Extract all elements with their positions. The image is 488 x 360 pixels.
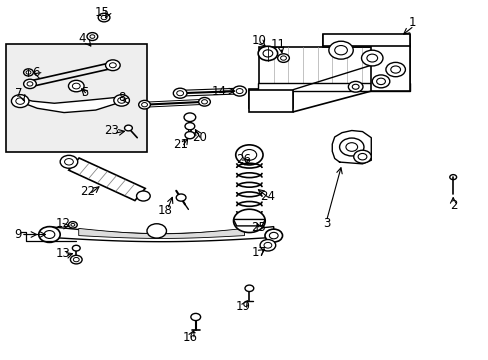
Polygon shape: [259, 47, 409, 90]
Polygon shape: [69, 158, 145, 201]
Text: 4: 4: [79, 32, 86, 45]
Text: 8: 8: [118, 91, 125, 104]
Polygon shape: [322, 34, 409, 45]
Text: 18: 18: [158, 204, 173, 217]
Circle shape: [139, 100, 150, 109]
Text: 19: 19: [236, 300, 250, 313]
Polygon shape: [249, 89, 293, 108]
Circle shape: [114, 95, 129, 106]
Circle shape: [264, 229, 282, 242]
Text: 22: 22: [80, 185, 95, 198]
Text: 20: 20: [192, 131, 206, 144]
Text: 6: 6: [32, 66, 40, 79]
Circle shape: [183, 113, 195, 122]
Circle shape: [23, 79, 36, 89]
Circle shape: [339, 138, 363, 156]
Circle shape: [176, 194, 185, 201]
Circle shape: [190, 314, 200, 320]
Polygon shape: [233, 220, 264, 226]
Polygon shape: [331, 131, 370, 164]
Bar: [5, 44, 147, 152]
Text: 24: 24: [260, 190, 275, 203]
Text: 15: 15: [95, 6, 109, 19]
Circle shape: [277, 54, 289, 62]
Polygon shape: [79, 228, 244, 238]
Circle shape: [60, 156, 78, 168]
Text: 26: 26: [236, 153, 250, 166]
Text: 2: 2: [449, 199, 457, 212]
Text: 10: 10: [251, 33, 266, 47]
Text: 5: 5: [81, 86, 88, 99]
Text: 11: 11: [270, 38, 285, 51]
Circle shape: [353, 150, 370, 163]
Text: 25: 25: [250, 221, 265, 234]
Circle shape: [23, 69, 33, 76]
Text: 16: 16: [182, 330, 197, 343]
Circle shape: [184, 123, 194, 130]
Text: 7: 7: [16, 87, 23, 100]
Circle shape: [244, 285, 253, 292]
Polygon shape: [49, 226, 273, 242]
Circle shape: [39, 226, 60, 242]
Text: 13: 13: [56, 247, 70, 260]
Circle shape: [258, 46, 277, 60]
Circle shape: [70, 255, 82, 264]
Circle shape: [347, 81, 362, 92]
Text: 3: 3: [322, 217, 329, 230]
Polygon shape: [258, 83, 409, 91]
Text: 1: 1: [408, 17, 416, 30]
Circle shape: [72, 245, 80, 251]
Polygon shape: [249, 90, 293, 112]
Circle shape: [260, 239, 275, 251]
Circle shape: [361, 50, 382, 66]
Circle shape: [11, 95, 29, 108]
Text: 14: 14: [211, 85, 226, 98]
Polygon shape: [370, 44, 409, 91]
Circle shape: [105, 60, 120, 71]
Circle shape: [173, 88, 186, 98]
Polygon shape: [20, 98, 122, 113]
Text: 23: 23: [104, 124, 119, 137]
Circle shape: [232, 86, 246, 96]
Circle shape: [198, 98, 210, 106]
Circle shape: [235, 145, 263, 165]
Circle shape: [328, 41, 352, 59]
Polygon shape: [322, 35, 409, 47]
Circle shape: [136, 191, 150, 201]
Text: 12: 12: [56, 216, 70, 230]
Text: 21: 21: [172, 138, 187, 151]
Text: 17: 17: [251, 246, 266, 259]
Circle shape: [385, 62, 405, 77]
Circle shape: [124, 125, 132, 131]
Text: 9: 9: [14, 228, 21, 241]
Circle shape: [147, 224, 166, 238]
Circle shape: [371, 75, 389, 88]
Circle shape: [184, 132, 194, 139]
Circle shape: [233, 209, 264, 233]
Circle shape: [68, 80, 84, 92]
